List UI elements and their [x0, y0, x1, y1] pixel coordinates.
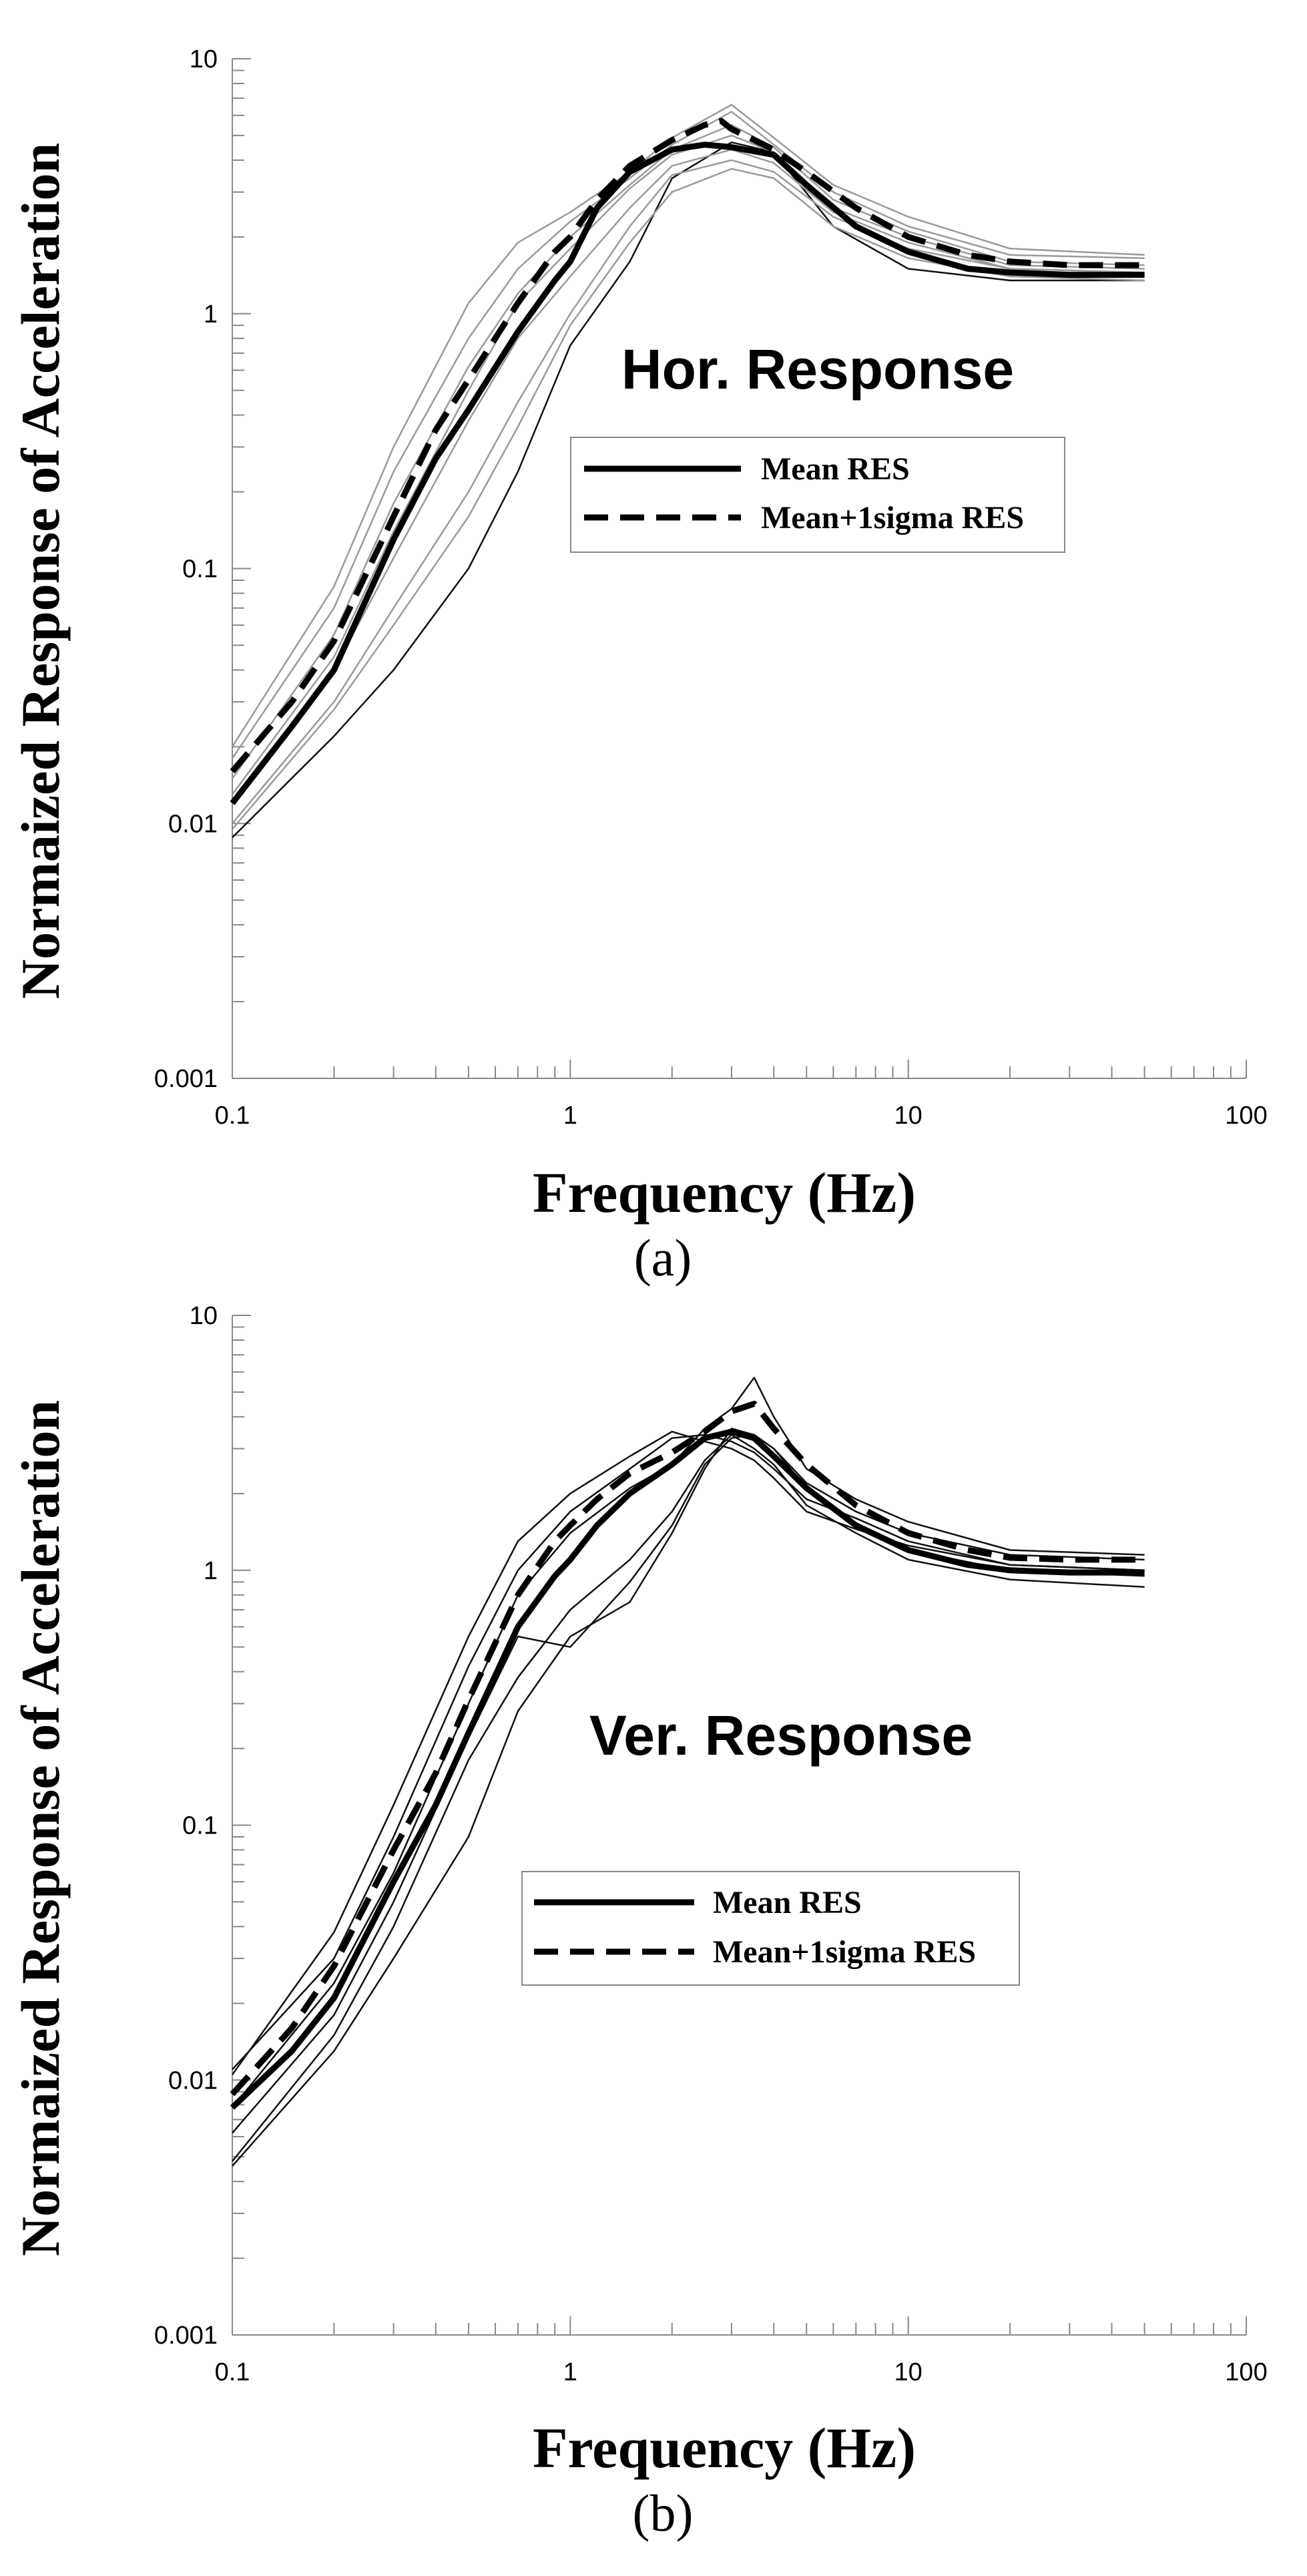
legend-a: Mean RES Mean+1sigma RES [570, 437, 1065, 553]
y-tick-label-a: 10 [190, 45, 218, 73]
x-tick-label-a: 100 [1225, 1102, 1267, 1130]
axes-frame-b: 0.1 1 10 100 0.001 0.01 0.1 1 10 [154, 1302, 1268, 2386]
chart-panel-b: 0.1 1 10 100 0.001 0.01 0.1 1 10 Normaized Respo… [10, 1302, 1268, 2542]
series-record-2-line-b [232, 1434, 1145, 2162]
x-tick-label-a: 10 [894, 1102, 923, 1130]
series-group-b [230, 1376, 1145, 2167]
y-tick-label-b: 0.1 [182, 1812, 218, 1840]
y-axis-title-a: Normaized Response of Acceleration [10, 143, 71, 999]
y-tick-label-a: 0.01 [168, 810, 218, 838]
panel-title-b: Ver. Response [589, 1704, 973, 1767]
series-record-4-line-a [231, 111, 1145, 759]
x-tick-label-b: 1 [563, 2358, 577, 2386]
caption-b: (b) [633, 2484, 694, 2542]
series-record-6-line-b [232, 1434, 1145, 2134]
series-record-1-line-a [232, 141, 1145, 839]
x-tick-label-b: 0.1 [215, 2358, 250, 2386]
y-tick-label-a: 0.1 [182, 556, 218, 584]
series-record-5-line-a [231, 103, 1145, 747]
caption-a: (a) [634, 1229, 692, 1287]
y-tick-label-b: 0.01 [168, 2067, 218, 2095]
series-record-8-line-a [232, 168, 1145, 830]
series-mean-res-line-a [230, 142, 1145, 805]
panel-title-a: Hor. Response [621, 338, 1014, 401]
series-mean-1sigma-res-line-a [230, 118, 1145, 774]
y-tick-label-a: 0.001 [154, 1065, 218, 1093]
legend-label-mean-sigma-a: Mean+1sigma RES [761, 500, 1024, 535]
x-tick-label-b: 10 [894, 2358, 923, 2386]
y-tick-label-b: 1 [204, 1557, 218, 1585]
x-tick-label-a: 0.1 [215, 1102, 250, 1130]
x-axis-title-b: Frequency (Hz) [533, 2416, 916, 2480]
legend-label-mean-a: Mean RES [761, 451, 910, 487]
series-group-a [230, 103, 1145, 839]
series-mean-res-line-b [230, 1428, 1145, 2110]
series-record-1-line-b [232, 1428, 1145, 2167]
x-tick-label-a: 1 [563, 1102, 577, 1130]
series-record-6-line-a [232, 148, 1145, 804]
axes-frame-a: 0.1 1 10 100 0.001 0.01 0.1 1 10 [154, 45, 1268, 1130]
legend-b: Mean RES Mean+1sigma RES [521, 1871, 1020, 1986]
legend-box-b [521, 1871, 1020, 1986]
chart-panel-a: 0.1 1 10 100 0.001 0.01 0.1 1 10 Normaized Respo… [10, 45, 1268, 1287]
series-record-3-line-a [231, 134, 1145, 795]
y-axis-title-b: Normaized Response of Acceleration [10, 1400, 71, 2256]
legend-label-mean-b: Mean RES [713, 1885, 862, 1920]
legend-label-mean-sigma-b: Mean+1sigma RES [713, 1934, 976, 1970]
y-tick-label-b: 0.001 [154, 2322, 218, 2350]
series-record-3-line-b [232, 1434, 1145, 2071]
y-tick-label-b: 10 [190, 1302, 218, 1330]
legend-box-a [570, 437, 1065, 553]
y-tick-label-a: 1 [204, 300, 218, 329]
x-axis-title-a: Frequency (Hz) [533, 1160, 916, 1225]
x-tick-label-b: 100 [1225, 2358, 1267, 2386]
series-record-7-line-a [231, 124, 1145, 779]
